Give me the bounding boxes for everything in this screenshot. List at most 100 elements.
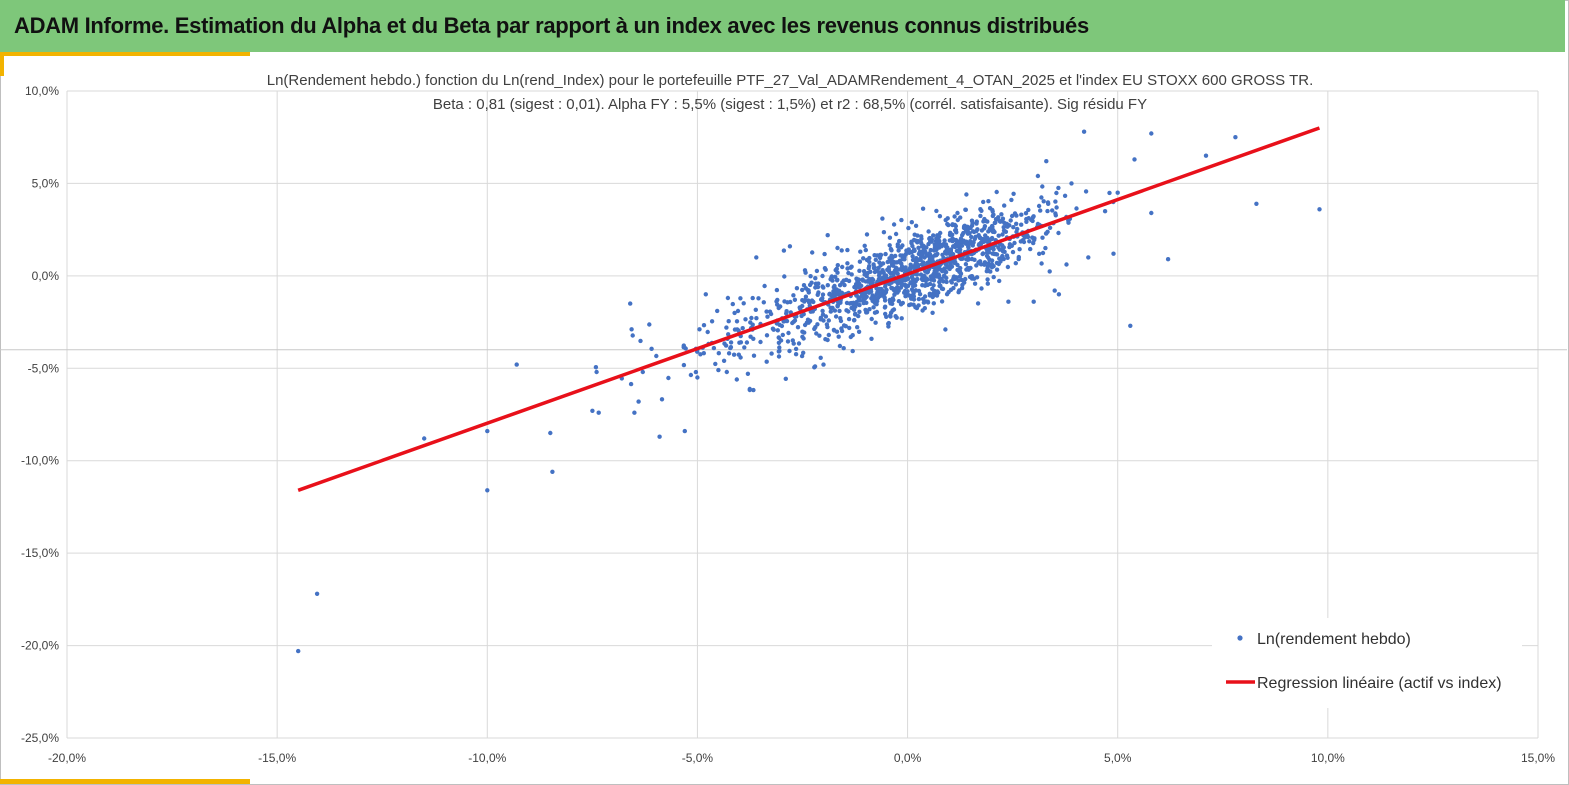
- scatter-point: [897, 238, 902, 244]
- scatter-point: [1047, 225, 1053, 230]
- scatter-point: [943, 269, 948, 275]
- scatter-point: [925, 270, 930, 275]
- x-tick-label: 10,0%: [1311, 751, 1345, 765]
- scatter-point: [861, 300, 866, 306]
- scatter-point: [884, 314, 889, 319]
- scatter-point: [1149, 131, 1154, 136]
- scatter-point: [883, 251, 888, 257]
- page-title: ADAM Informe. Estimation du Alpha et du …: [14, 13, 1089, 38]
- scatter-point: [838, 318, 844, 324]
- legend-label-points: Ln(rendement hebdo): [1257, 631, 1411, 648]
- scatter-point: [883, 284, 888, 289]
- scatter-point: [1010, 249, 1016, 255]
- scatter-point: [649, 346, 654, 351]
- scatter-point: [866, 266, 871, 271]
- scatter-point: [1233, 135, 1238, 140]
- scatter-point: [984, 250, 990, 255]
- scatter-point: [873, 320, 878, 325]
- scatter-point: [893, 253, 898, 259]
- scatter-point: [895, 271, 900, 276]
- scatter-point: [636, 399, 641, 404]
- legend-label-regression: Regression linéaire (actif vs index): [1257, 675, 1502, 692]
- scatter-point: [861, 256, 866, 261]
- scatter-point: [958, 265, 963, 271]
- scatter-point: [818, 355, 823, 360]
- scatter-point: [1001, 225, 1006, 230]
- scatter-point: [837, 343, 843, 349]
- scatter-point: [748, 320, 753, 325]
- scatter-point: [988, 269, 993, 274]
- scatter-point: [916, 296, 922, 302]
- scatter-point: [790, 338, 795, 343]
- scatter-point: [997, 247, 1002, 252]
- y-tick-label: 0,0%: [32, 269, 60, 283]
- scatter-point: [738, 340, 744, 345]
- scatter-point: [1026, 216, 1031, 221]
- scatter-point: [761, 300, 766, 305]
- scatter-point: [765, 314, 770, 319]
- scatter-point: [978, 207, 983, 212]
- scatter-point: [863, 279, 868, 284]
- scatter-point: [833, 267, 838, 273]
- scatter-point: [795, 325, 801, 330]
- scatter-point: [948, 252, 953, 257]
- scatter-point: [844, 300, 850, 306]
- scatter-point: [915, 233, 920, 238]
- scatter-point: [846, 278, 852, 284]
- scatter-point: [1056, 185, 1061, 191]
- x-tick-label: -15,0%: [258, 751, 296, 765]
- scatter-point: [883, 273, 889, 278]
- scatter-point: [956, 290, 961, 295]
- scatter-point: [784, 309, 789, 314]
- scatter-point: [832, 283, 837, 289]
- scatter-point: [750, 295, 755, 301]
- scatter-point: [997, 218, 1002, 224]
- scatter-point: [628, 301, 633, 306]
- scatter-point: [845, 261, 850, 266]
- scatter-point: [1004, 253, 1010, 258]
- scatter-point: [657, 434, 662, 439]
- scatter-point: [695, 375, 700, 380]
- scatter-point: [815, 292, 820, 297]
- scatter-point: [846, 316, 852, 322]
- scatter-point: [775, 302, 780, 307]
- scatter-point: [1056, 292, 1062, 297]
- scatter-point: [849, 305, 854, 311]
- header-bar: ADAM Informe. Estimation du Alpha et du …: [0, 0, 1565, 53]
- scatter-point: [945, 216, 950, 221]
- scatter-point: [953, 228, 958, 233]
- scatter-point: [894, 315, 899, 320]
- scatter-point: [731, 352, 737, 357]
- regression-line: [297, 126, 1321, 492]
- scatter-point: [969, 218, 975, 223]
- scatter-point: [966, 244, 971, 249]
- scatter-point: [882, 298, 888, 303]
- scatter-point: [878, 252, 884, 258]
- scatter-point: [985, 264, 991, 269]
- scatter-point: [701, 351, 706, 356]
- scatter-point: [799, 353, 805, 359]
- scatter-point: [862, 296, 868, 301]
- scatter-point: [1111, 251, 1116, 256]
- scatter-point: [896, 248, 901, 253]
- scatter-point: [909, 295, 914, 301]
- scatter-point: [921, 300, 927, 305]
- scatter-point: [693, 369, 699, 375]
- scatter-point: [927, 281, 933, 287]
- scatter-point: [1064, 262, 1069, 267]
- scatter-point: [911, 283, 916, 289]
- scatter-point: [738, 296, 743, 301]
- scatter-point: [916, 251, 922, 257]
- scatter-point: [1081, 129, 1087, 134]
- scatter-point: [880, 216, 885, 221]
- scatter-point: [801, 283, 807, 288]
- tick-labels: -20,0% -15,0% -10,0% -5,0% 0,0% 5,0% 10,0% 15,0…: [21, 84, 1555, 765]
- scatter-point: [1107, 190, 1112, 196]
- scatter-point: [682, 428, 687, 434]
- scatter-point: [969, 256, 975, 262]
- scatter-point: [1053, 199, 1058, 204]
- scatter-point: [991, 247, 996, 252]
- scatter-point: [952, 260, 958, 266]
- scatter-point: [900, 243, 905, 248]
- scatter-point: [877, 286, 882, 292]
